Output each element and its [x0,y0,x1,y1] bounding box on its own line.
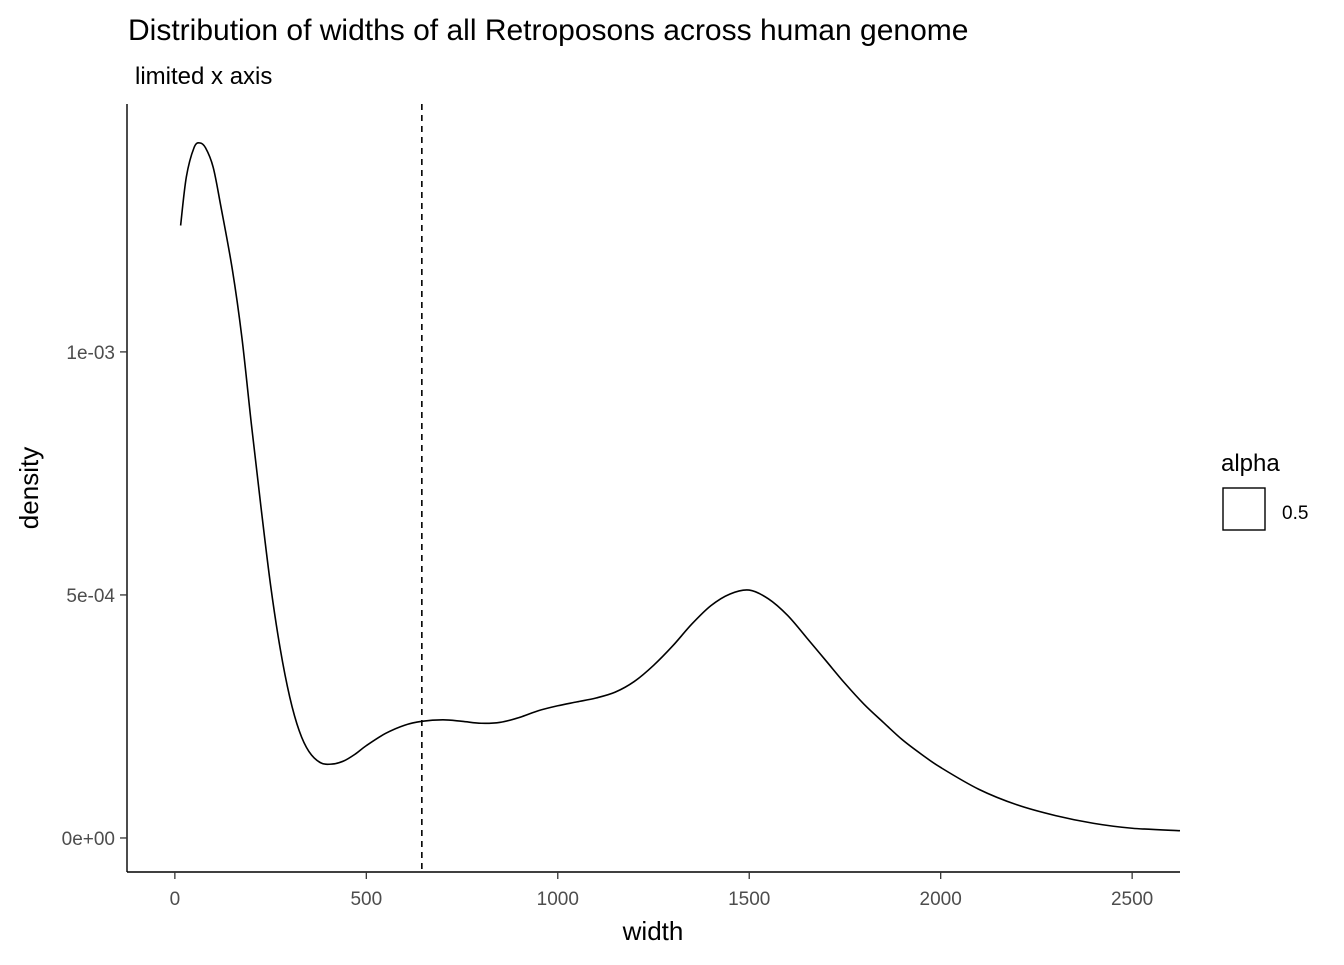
legend-title: alpha [1221,450,1280,477]
x-axis-ticks: 0 500 1000 1500 2000 2500 [170,872,1153,910]
plot-area [179,104,1181,872]
x-tick-label: 2500 [1111,889,1153,910]
density-curve [179,142,1181,832]
x-axis-label: width [622,916,684,946]
x-tick-label: 1000 [537,889,579,910]
y-tick-label: 1e-03 [66,343,115,364]
x-tick-label: 500 [350,889,382,910]
x-tick-label: 0 [170,889,181,910]
y-tick-label: 0e+00 [62,829,115,850]
x-tick-label: 2000 [920,889,962,910]
y-axis-ticks: 0e+00 5e-04 1e-03 [62,343,127,850]
chart-title: Distribution of widths of all Retroposon… [128,14,968,47]
chart-subtitle: limited x axis [135,63,272,90]
y-tick-label: 5e-04 [66,586,115,607]
y-axis-label: density [14,447,44,529]
legend-key [1222,487,1266,531]
legend: alpha 0.5 [1221,450,1308,531]
x-tick-label: 1500 [728,889,770,910]
legend-entry-label: 0.5 [1282,503,1308,524]
